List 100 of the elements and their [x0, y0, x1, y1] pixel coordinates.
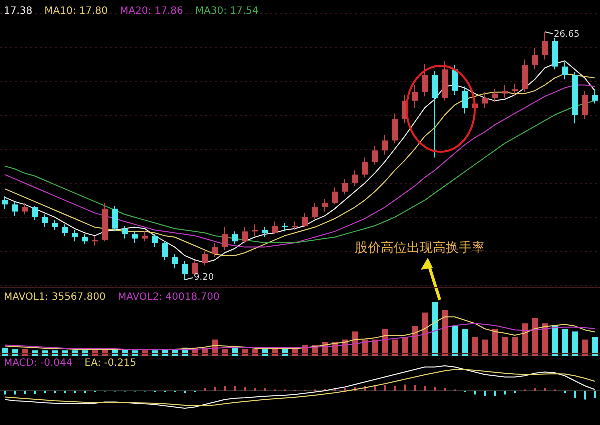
text: MA20: 17.86: [120, 6, 184, 17]
candlestick: [222, 226, 228, 251]
candlestick: [32, 206, 38, 221]
candlestick: [322, 198, 328, 212]
bar: [582, 340, 588, 356]
bar: [214, 387, 216, 391]
text: MAVOL2: 40018.700: [118, 292, 220, 303]
candlestick: [382, 134, 388, 156]
bar: [434, 387, 436, 391]
candlestick: [82, 234, 88, 245]
bar: [542, 324, 548, 356]
candlestick: [592, 89, 598, 104]
bar: [224, 386, 226, 391]
candlestick: [422, 63, 428, 98]
bar: [424, 386, 426, 391]
candlestick: [582, 90, 588, 120]
candlestick: [142, 231, 148, 242]
text: EA: -0.215: [84, 358, 137, 369]
bar: [504, 391, 506, 395]
candlestick: [342, 178, 348, 196]
bar: [24, 391, 26, 394]
bar: [544, 388, 546, 391]
candlestick: [182, 261, 188, 280]
bar: [404, 384, 406, 391]
annotation: 股价高位出现高换手率: [355, 240, 485, 256]
bar: [572, 332, 578, 356]
candlestick: [2, 196, 8, 210]
bar: [244, 387, 246, 391]
text: MACD: -0.044: [4, 358, 73, 369]
candlestick: [72, 230, 78, 242]
candlestick: [62, 224, 68, 236]
candlestick: [452, 64, 458, 96]
candlestick: [232, 231, 238, 245]
annotation: 9.20: [194, 273, 214, 283]
bar: [492, 329, 498, 356]
bar: [394, 386, 396, 391]
bar: [442, 310, 448, 356]
bar: [414, 386, 416, 391]
candlestick: [492, 89, 498, 103]
candlestick: [242, 226, 248, 244]
bar: [384, 386, 386, 391]
text: MA30: 17.54: [195, 6, 259, 17]
bar: [14, 391, 16, 395]
bar: [374, 386, 376, 391]
candlestick: [432, 70, 438, 158]
candlestick: [512, 83, 518, 98]
bar: [584, 391, 586, 400]
candlestick: [202, 251, 208, 266]
candlestick: [112, 206, 118, 232]
bar: [532, 318, 538, 356]
candlestick: [482, 92, 488, 109]
bar: [482, 340, 488, 356]
candlestick: [162, 241, 168, 261]
candlestick: [562, 62, 568, 80]
candlestick: [362, 157, 368, 178]
candlestick: [272, 221, 278, 236]
candlestick: [42, 214, 48, 228]
bar: [472, 337, 478, 356]
candlestick: [122, 225, 128, 240]
candlestick: [132, 231, 138, 244]
candlestick: [302, 212, 308, 228]
candlestick: [542, 32, 548, 60]
bar: [594, 391, 596, 398]
annotation: 26.65: [554, 30, 580, 40]
candlestick: [172, 254, 178, 270]
candlestick: [312, 202, 318, 220]
text: MAVOL1: 35567.800: [4, 292, 106, 303]
bar: [432, 302, 438, 356]
bar: [462, 329, 468, 356]
bar: [494, 391, 496, 396]
bar: [474, 391, 476, 395]
bar: [422, 312, 428, 356]
bar: [4, 391, 6, 395]
candlestick: [412, 84, 418, 109]
candlestick: [502, 84, 508, 99]
candlestick: [12, 201, 18, 217]
bar: [522, 324, 528, 356]
candlestick: [92, 235, 98, 246]
bar: [234, 386, 236, 391]
bar: [484, 391, 486, 396]
candlestick: [332, 187, 338, 206]
bar: [392, 340, 398, 356]
bar: [552, 326, 558, 356]
bar: [34, 391, 36, 394]
bar: [592, 337, 598, 356]
text: 17.38: [4, 6, 33, 17]
candlestick: [372, 146, 378, 166]
candlestick: [52, 220, 58, 231]
candlestick: [152, 234, 158, 248]
bar: [562, 329, 568, 356]
bar: [254, 388, 256, 391]
candlestick: [22, 202, 28, 216]
candlestick: [392, 113, 398, 144]
candlestick: [212, 242, 218, 258]
text: MA10: 17.80: [44, 6, 108, 17]
bar: [452, 326, 458, 356]
bar: [502, 337, 508, 356]
candlestick: [352, 170, 358, 187]
candlestick: [532, 48, 538, 70]
bar: [444, 388, 446, 391]
